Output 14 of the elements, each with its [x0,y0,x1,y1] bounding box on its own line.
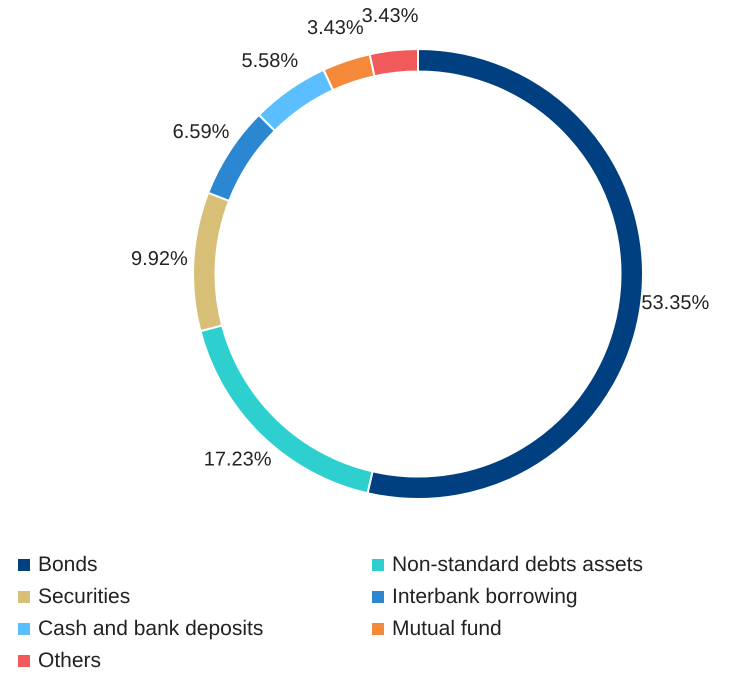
legend-label: Mutual fund [392,617,502,641]
legend-label: Others [38,649,102,673]
data-label: 9.92% [131,248,188,270]
legend-label: Bonds [38,553,98,577]
data-label: 3.43% [306,17,364,40]
data-label: 6.59% [172,121,230,144]
legend-label: Securities [38,585,130,609]
legend-label: Cash and bank deposits [38,617,264,641]
legend-label: Interbank borrowing [392,585,578,609]
data-label: 17.23% [204,448,272,470]
data-label: 53.35% [641,292,710,314]
data-label: 5.58% [241,50,298,72]
legend-label: Non-standard debts assets [392,553,643,577]
data-label: 3.43% [362,5,419,28]
